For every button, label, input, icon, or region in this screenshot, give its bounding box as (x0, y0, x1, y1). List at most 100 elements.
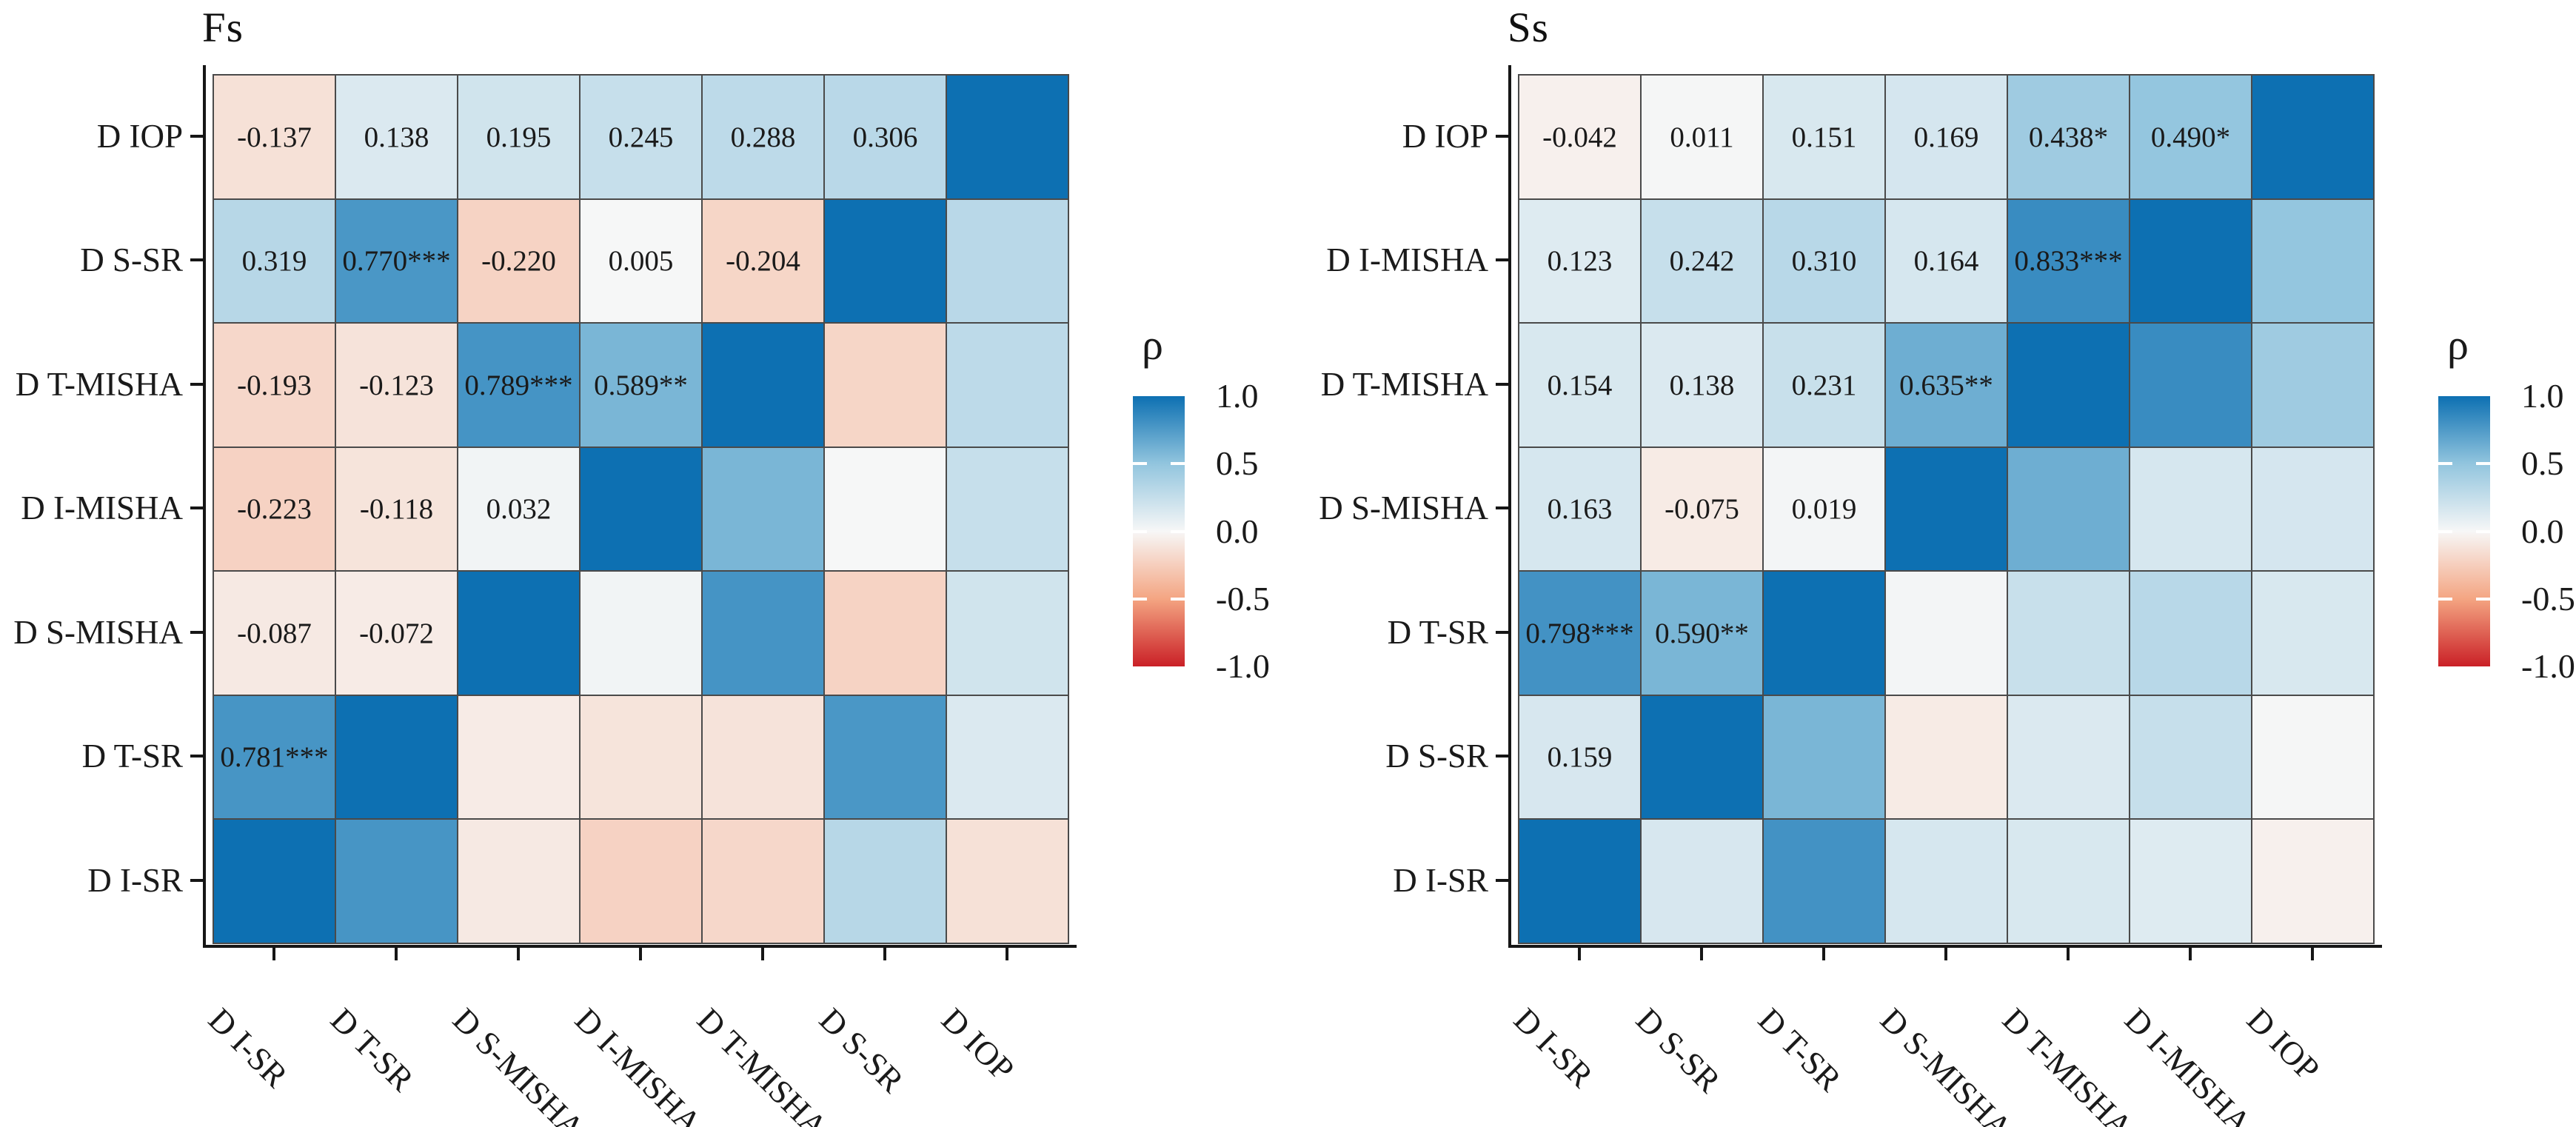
heatmap-cell (2129, 818, 2252, 944)
heatmap-cell (457, 570, 581, 696)
cell-value-label: 0.319 (241, 245, 307, 277)
cell-value-label: -0.193 (237, 369, 312, 401)
heatmap-cell (2251, 695, 2375, 820)
heatmap-cell: 0.138 (335, 74, 458, 200)
heatmap-cell (2129, 322, 2252, 448)
y-axis-label: D T-MISHA (1320, 365, 1488, 403)
y-axis-tick (190, 878, 203, 882)
heatmap-cell (335, 818, 458, 944)
heatmap-cell (457, 818, 581, 944)
x-axis-tick (2310, 947, 2314, 960)
cell-value-label: 0.833*** (2014, 245, 2123, 277)
heatmap-cell (579, 818, 703, 944)
heatmap-cell: 0.306 (823, 74, 947, 200)
cell-value-label: 0.438* (2028, 121, 2109, 153)
y-axis-label: D S-SR (1385, 738, 1488, 775)
heatmap-cell (701, 322, 825, 448)
heatmap-cell (2251, 447, 2375, 572)
heatmap-cell (1884, 447, 2008, 572)
legend-colorbar: ρ 1.0 0.5 0.0 -0.5 -1.0 (1133, 322, 1325, 685)
cell-value-label: 0.011 (1670, 121, 1734, 153)
heatmap-cell: -0.123 (335, 322, 458, 448)
cell-value-label: -0.137 (237, 121, 312, 153)
heatmap-cell: 0.635** (1884, 322, 2008, 448)
y-axis-tick (1496, 258, 1508, 262)
y-axis-tick (1496, 755, 1508, 758)
y-axis-label: D T-SR (1387, 613, 1488, 651)
heatmap-cell: 0.032 (457, 447, 581, 572)
heatmap-cell (701, 695, 825, 820)
heatmap-cell (701, 570, 825, 696)
x-axis-tick (2066, 947, 2070, 960)
cell-value-label: 0.019 (1791, 493, 1857, 525)
cell-value-label: -0.042 (1542, 121, 1617, 153)
heatmap-cell: 0.490* (2129, 74, 2252, 200)
x-axis-label: D IOP (2239, 1000, 2327, 1088)
cell-value-label: 0.798*** (1525, 617, 1634, 649)
heatmap-cell: -0.072 (335, 570, 458, 696)
x-axis-label: D I-MISHA (567, 1000, 709, 1127)
heatmap-cell (1884, 570, 2008, 696)
heatmap-cell (823, 447, 947, 572)
heatmap-cell: -0.118 (335, 447, 458, 572)
y-axis-tick (190, 382, 203, 386)
legend-tick-label: 0.5 (1216, 444, 1259, 483)
heatmap-cell: 0.169 (1884, 74, 2008, 200)
x-axis-tick (638, 947, 642, 960)
x-axis-label: D S-SR (1628, 1000, 1727, 1100)
cell-value-label: 0.138 (1669, 369, 1735, 401)
heatmap-cell (1640, 695, 1764, 820)
legend-tick-mark (2438, 462, 2452, 466)
y-axis-tick (190, 134, 203, 138)
heatmap-cell (2251, 818, 2375, 944)
heatmap-cell: 0.195 (457, 74, 581, 200)
cell-value-label: 0.310 (1791, 245, 1857, 277)
cell-value-label: 0.151 (1791, 121, 1857, 153)
y-axis-line (203, 65, 206, 947)
x-axis-tick (1821, 947, 1825, 960)
y-axis-label: D I-SR (87, 861, 183, 899)
heatmap-cell: 0.231 (1762, 322, 1886, 448)
cell-value-label: 0.163 (1547, 493, 1613, 525)
legend-tick-mark (1171, 462, 1185, 466)
x-axis-label: D I-MISHA (2117, 1000, 2258, 1127)
y-axis-label: D IOP (1402, 117, 1488, 155)
x-axis-label: D I-SR (201, 1000, 295, 1094)
y-axis-label: D T-MISHA (15, 365, 183, 403)
cell-value-label: 0.770*** (342, 245, 451, 277)
cell-value-label: 0.589** (594, 369, 688, 401)
y-axis-tick (190, 258, 203, 262)
heatmap-cell: 0.833*** (2007, 198, 2130, 324)
heatmap-cell: 0.138 (1640, 322, 1764, 448)
x-axis-label: D T-SR (1750, 1000, 1849, 1098)
y-axis-label: D T-SR (81, 738, 183, 775)
legend-tick-mark (1171, 597, 1185, 601)
heatmap-cell: 0.789*** (457, 322, 581, 448)
heatmap-cell: -0.087 (213, 570, 336, 696)
cell-value-label: -0.220 (481, 245, 556, 277)
heatmap-cell: -0.223 (213, 447, 336, 572)
x-axis-label: D S-MISHA (445, 1000, 592, 1127)
heatmap-cell (1762, 818, 1886, 944)
legend-tick-label: 1.0 (2521, 377, 2564, 415)
heatmap-cell: 0.310 (1762, 198, 1886, 324)
heatmap-cell (2007, 322, 2130, 448)
x-axis-line (1508, 944, 2382, 948)
y-axis-tick (1496, 506, 1508, 510)
x-axis-tick (760, 947, 764, 960)
heatmap-cell (946, 447, 1069, 572)
heatmap-cell (946, 695, 1069, 820)
cell-value-label: 0.154 (1547, 369, 1613, 401)
heatmap-cell (579, 570, 703, 696)
heatmap-cell (2007, 818, 2130, 944)
y-axis-tick (1496, 878, 1508, 882)
legend-tick-label: 1.0 (1216, 377, 1259, 415)
x-axis-tick (1944, 947, 1947, 960)
heatmap-cell (1884, 818, 2008, 944)
cell-value-label: 0.138 (364, 121, 429, 153)
y-axis-tick (1496, 630, 1508, 634)
heatmap-cell (823, 695, 947, 820)
cell-value-label: -0.072 (359, 617, 434, 649)
panel-title: Ss (1508, 4, 1549, 51)
x-axis-label: D S-SR (812, 1000, 911, 1100)
